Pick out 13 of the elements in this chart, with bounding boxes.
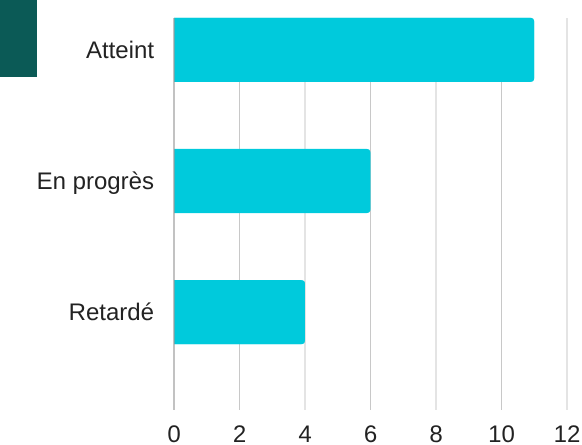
bar bbox=[174, 280, 305, 344]
y-tick-label: Retardé bbox=[68, 299, 154, 326]
y-tick-label: Atteint bbox=[86, 36, 154, 64]
x-tick-label: 6 bbox=[364, 421, 378, 445]
x-tick-label: 12 bbox=[554, 421, 580, 445]
x-tick-label: 4 bbox=[298, 421, 312, 445]
x-tick-label: 10 bbox=[488, 421, 515, 445]
bar bbox=[174, 148, 370, 214]
y-tick-label: En progrès bbox=[36, 168, 154, 195]
x-tick-label: 2 bbox=[232, 421, 246, 445]
x-tick-label: 0 bbox=[167, 421, 181, 445]
bar bbox=[174, 18, 534, 82]
x-tick-label: 8 bbox=[429, 421, 443, 445]
